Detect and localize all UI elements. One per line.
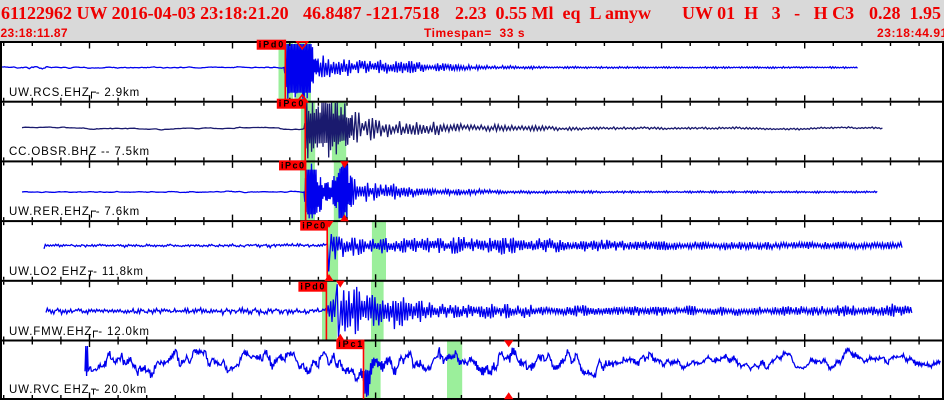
svg-text:iPc0: iPc0 <box>302 221 325 231</box>
svg-text:iPd0: iPd0 <box>259 40 284 50</box>
svg-text:iPd0: iPd0 <box>300 282 324 292</box>
svg-text:iPc0: iPc0 <box>279 99 304 109</box>
svg-text:iPc1: iPc1 <box>338 339 362 349</box>
svg-text:iPc0: iPc0 <box>281 160 304 170</box>
